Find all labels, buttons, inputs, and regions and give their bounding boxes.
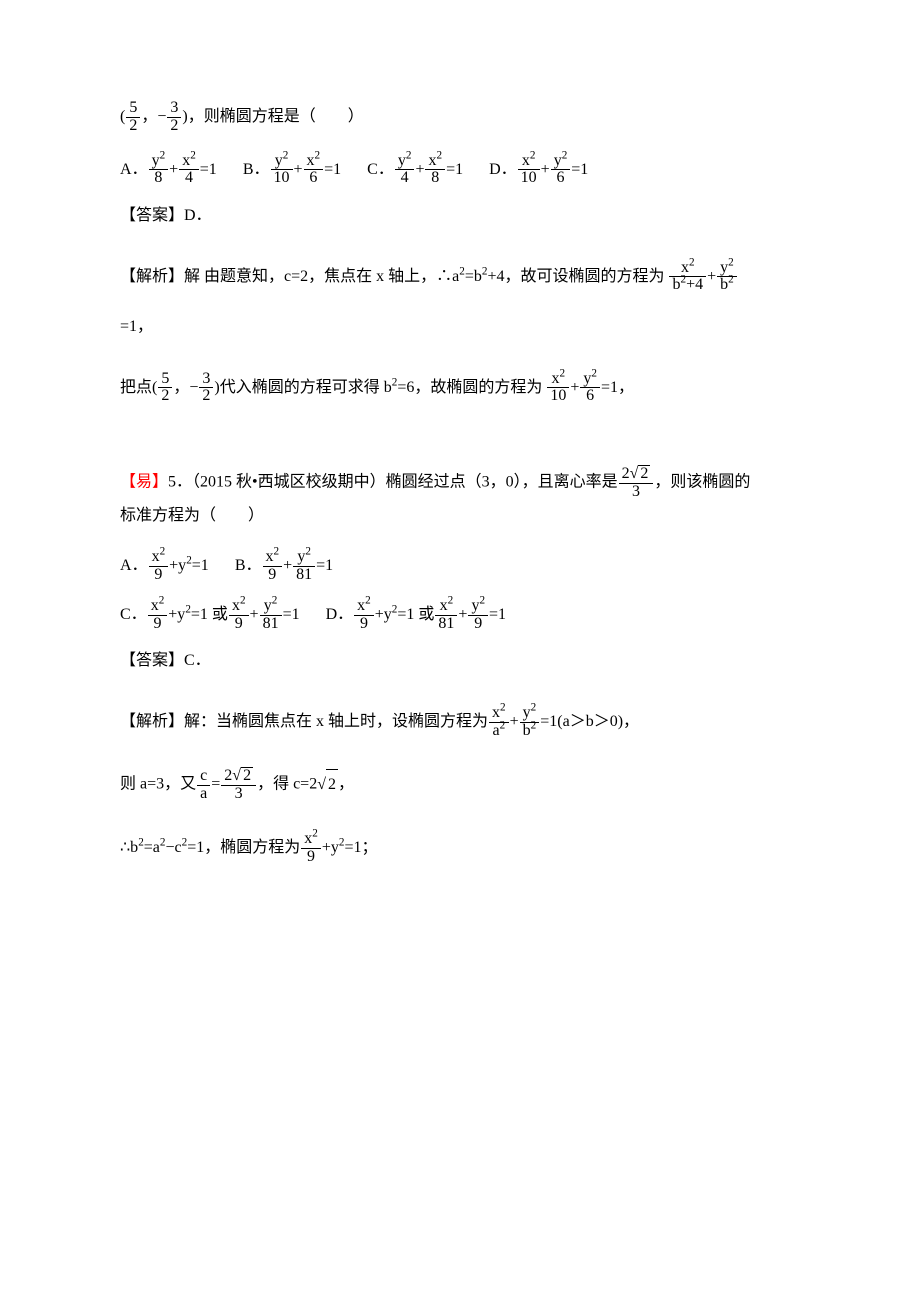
frac-3-2: 32 [167,100,181,135]
q4-answer: 【答案】D． [120,201,800,231]
q5-stem-line2: 标准方程为（ ） [120,501,800,531]
q5-stem: 【易】5．（2015 秋•西城区校级期中）椭圆经过点（3，0），且离心率是2√2… [120,465,800,531]
q4-option-b: B．y210+x26=1 [243,153,341,188]
q5-option-a: A．x29+y2=1 [120,549,209,584]
q4-stem-line: (52，−32)，则椭圆方程是（ ） [120,100,800,135]
q4-explain-line1: 【解析】解 由题意知，c=2，焦点在 x 轴上，∴a2=b2+4，故可设椭圆的方… [120,260,800,295]
q5-option-c: C．x29+y2=1 或x29+y281=1 [120,598,300,633]
q4-explain-line1b: =1， [120,312,800,342]
q5-explain-line1: 【解析】解：当椭圆焦点在 x 轴上时，设椭圆方程为x2a2+y2b2=1(a＞b… [120,705,800,740]
open-paren: ( [120,108,125,125]
q4-stem-tail: )，则椭圆方程是（ ） [182,108,363,125]
q5-option-b: B．x29+y281=1 [235,549,333,584]
q4-option-c: C．y24+x28=1 [367,153,463,188]
difficulty-tag: 【易】 [120,474,168,491]
q5-explain-line2: 则 a=3，又ca=2√23，得 c=2√2， [120,767,800,803]
q5-options-row1: A．x29+y2=1 B．x29+y281=1 [120,549,800,584]
frac-ecc: 2√23 [619,465,654,501]
q5-option-d: D．x29+y2=1 或x281+y29=1 [326,598,506,633]
q4-options: A．y28+x24=1 B．y210+x26=1 C．y24+x28=1 D．x… [120,153,800,188]
q4-explain-line2: 把点(52，−32)代入椭圆的方程可求得 b2=6，故椭圆的方程为 x210+y… [120,371,800,406]
q4-option-a: A．y28+x24=1 [120,153,217,188]
q4-option-d: D．x210+y26=1 [489,153,588,188]
frac-5-2: 52 [126,100,140,135]
q5-explain-line3: ∴b2=a2−c2=1，椭圆方程为x29+y2=1； [120,831,800,866]
q5-options-row2: C．x29+y2=1 或x29+y281=1 D．x29+y2=1 或x281+… [120,598,800,633]
frac-y2-b2: y2b2 [717,260,737,295]
comma-neg: ，− [141,108,166,125]
q5-answer: 【答案】C． [120,646,800,676]
frac-x2-b2p4: x2b2+4 [669,260,706,295]
